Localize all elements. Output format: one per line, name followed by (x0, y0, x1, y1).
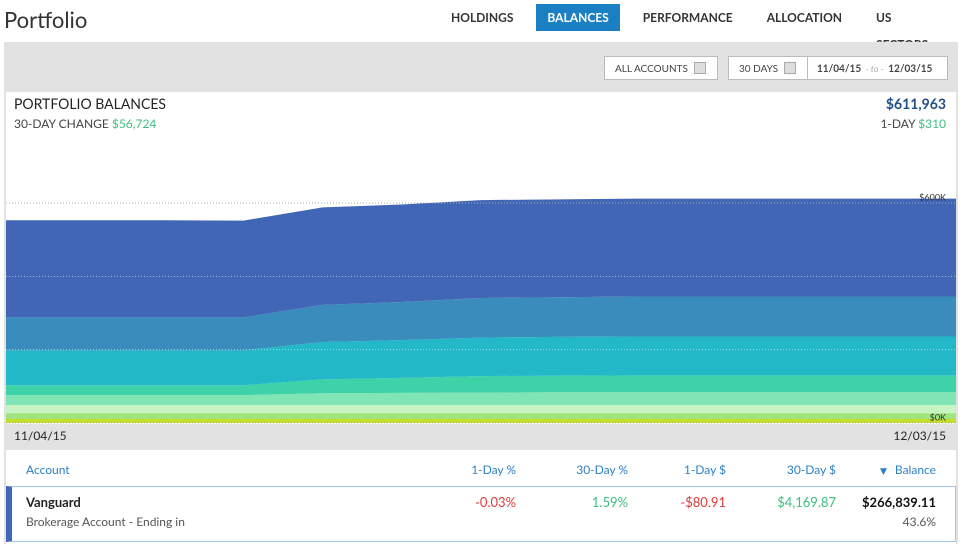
tab[interactable]: US SECTORS (876, 10, 928, 52)
day-label: 1-DAY (880, 116, 916, 131)
tab[interactable]: BALANCES (536, 4, 620, 31)
cell: 1.59% (591, 494, 628, 510)
panel: ALL ACCOUNTS 30 DAYS 11/04/15 - to - 12/… (4, 42, 958, 544)
column-label: Balance (894, 462, 936, 477)
cell: $4,169.87 (777, 494, 836, 510)
column-label: 1-Day $ (683, 462, 726, 477)
account-row[interactable] (6, 486, 956, 542)
column-header[interactable]: 30-Day $ (787, 462, 836, 477)
date-range[interactable]: 11/04/15 - to - 12/03/15 (807, 56, 948, 80)
share: 43.6% (902, 514, 936, 529)
tab[interactable]: ALLOCATION (766, 10, 843, 25)
caret (784, 62, 797, 75)
tab[interactable]: PERFORMANCE (642, 10, 733, 25)
end-date[interactable]: 12/03/15 (888, 63, 933, 75)
column-header[interactable]: Account (26, 462, 70, 477)
column-label: 1-Day % (471, 462, 516, 477)
x-axis-strip (6, 424, 956, 450)
account-dropdown[interactable]: ALL ACCOUNTS (604, 56, 718, 80)
start-date[interactable]: 11/04/15 (817, 63, 862, 75)
page-title: Portfolio (4, 6, 88, 33)
column-header[interactable]: 1-Day % (471, 462, 516, 477)
change-value: $56,724 (111, 116, 157, 131)
caret (693, 62, 706, 75)
account-name: Vanguard (26, 494, 81, 510)
day-row: 1-DAY $310 (880, 116, 946, 131)
total-balance: $611,963 (885, 95, 946, 112)
column-label: 30-Day % (576, 462, 628, 477)
cell: -$80.91 (680, 494, 726, 510)
account-detail: Brokerage Account - Ending in (26, 514, 185, 529)
column-header[interactable]: 30-Day % (576, 462, 628, 477)
range-label: 30 DAYS (739, 63, 779, 75)
column-label: Account (26, 462, 70, 477)
column-header[interactable]: 1-Day $ (684, 462, 726, 477)
sort-arrow: ▼ (880, 465, 887, 476)
tab-bar: HOLDINGS BALANCES PERFORMANCE ALLOCATION US … (440, 4, 960, 52)
change-label: 30-DAY CHANGE (14, 116, 109, 131)
chart-card: PORTFOLIO BALANCES 30-DAY CHANGE $56,724… (6, 92, 956, 424)
tab[interactable]: HOLDINGS (451, 10, 514, 25)
chart-title: PORTFOLIO BALANCES (14, 95, 167, 112)
cell: -0.03% (475, 494, 516, 510)
day-value: $310 (918, 116, 946, 131)
range-dropdown[interactable]: 30 DAYS (728, 56, 808, 80)
column-header[interactable]: ▼ Balance (880, 462, 936, 477)
change-row: 30-DAY CHANGE $56,724 (14, 116, 156, 131)
to-label: - to - (865, 63, 884, 74)
column-label: 30-Day $ (786, 462, 836, 477)
account-label: ALL ACCOUNTS (615, 63, 688, 75)
cell: $266,839.11 (862, 494, 936, 510)
account-table: Account 1-Day % 30-Day % 1-Day $ 30-Day $ ▼ Ba… (6, 450, 956, 544)
